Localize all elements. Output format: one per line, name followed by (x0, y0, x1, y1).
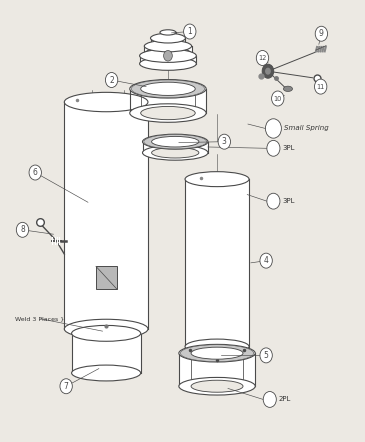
Ellipse shape (139, 49, 196, 62)
Ellipse shape (150, 40, 185, 50)
Circle shape (105, 72, 118, 88)
Ellipse shape (185, 339, 249, 354)
Ellipse shape (179, 344, 255, 362)
Ellipse shape (131, 80, 205, 98)
Text: Small Spring: Small Spring (284, 126, 328, 131)
Text: 9: 9 (319, 29, 324, 38)
Circle shape (164, 50, 172, 61)
Text: 6: 6 (33, 168, 38, 177)
Text: 4: 4 (264, 256, 269, 265)
Circle shape (184, 24, 196, 39)
Ellipse shape (130, 104, 206, 122)
Ellipse shape (141, 82, 195, 95)
Ellipse shape (160, 35, 176, 40)
Ellipse shape (139, 57, 196, 70)
Ellipse shape (72, 365, 141, 381)
Ellipse shape (151, 148, 199, 158)
Ellipse shape (150, 33, 185, 43)
Bar (96, 267, 117, 290)
Circle shape (262, 64, 274, 78)
Ellipse shape (144, 48, 192, 59)
Polygon shape (144, 46, 192, 53)
Ellipse shape (142, 134, 208, 149)
Polygon shape (130, 89, 206, 113)
Text: 2: 2 (109, 76, 114, 84)
Text: Weld 3 Places }: Weld 3 Places } (15, 316, 64, 321)
Text: 8: 8 (20, 225, 25, 234)
Text: 10: 10 (274, 95, 282, 102)
Text: 11: 11 (316, 84, 325, 90)
Ellipse shape (180, 345, 254, 362)
Circle shape (263, 392, 276, 408)
Circle shape (265, 68, 271, 75)
Polygon shape (179, 353, 255, 386)
Ellipse shape (72, 325, 141, 341)
Circle shape (29, 165, 41, 180)
Circle shape (315, 79, 327, 94)
Text: 5: 5 (264, 351, 269, 360)
Text: 2PL: 2PL (278, 396, 291, 403)
Ellipse shape (130, 80, 206, 98)
Text: 1: 1 (187, 27, 192, 36)
Ellipse shape (64, 92, 148, 112)
Ellipse shape (191, 380, 243, 392)
Text: 12: 12 (258, 55, 267, 61)
Polygon shape (142, 142, 208, 152)
Circle shape (315, 26, 327, 41)
Ellipse shape (142, 145, 208, 160)
Polygon shape (150, 38, 185, 45)
Ellipse shape (179, 377, 255, 395)
Circle shape (218, 134, 230, 149)
Circle shape (267, 193, 280, 209)
Circle shape (267, 141, 280, 156)
Circle shape (256, 50, 269, 65)
Circle shape (260, 253, 272, 268)
Ellipse shape (191, 347, 243, 359)
Ellipse shape (283, 86, 292, 91)
Ellipse shape (185, 171, 249, 187)
Ellipse shape (151, 137, 199, 147)
Circle shape (60, 379, 72, 394)
Circle shape (16, 222, 29, 237)
Ellipse shape (64, 319, 148, 339)
Text: 3PL: 3PL (282, 198, 295, 204)
Circle shape (265, 119, 281, 138)
Polygon shape (72, 333, 141, 373)
Polygon shape (139, 56, 196, 64)
Text: 3: 3 (222, 137, 227, 146)
Ellipse shape (160, 30, 176, 35)
Ellipse shape (141, 107, 195, 120)
Text: 7: 7 (64, 382, 69, 391)
Polygon shape (160, 32, 176, 38)
Ellipse shape (144, 134, 207, 149)
Polygon shape (64, 102, 148, 329)
Ellipse shape (144, 40, 192, 52)
Circle shape (272, 91, 284, 106)
Polygon shape (185, 179, 249, 347)
Text: 3PL: 3PL (282, 145, 295, 151)
Circle shape (260, 348, 272, 363)
